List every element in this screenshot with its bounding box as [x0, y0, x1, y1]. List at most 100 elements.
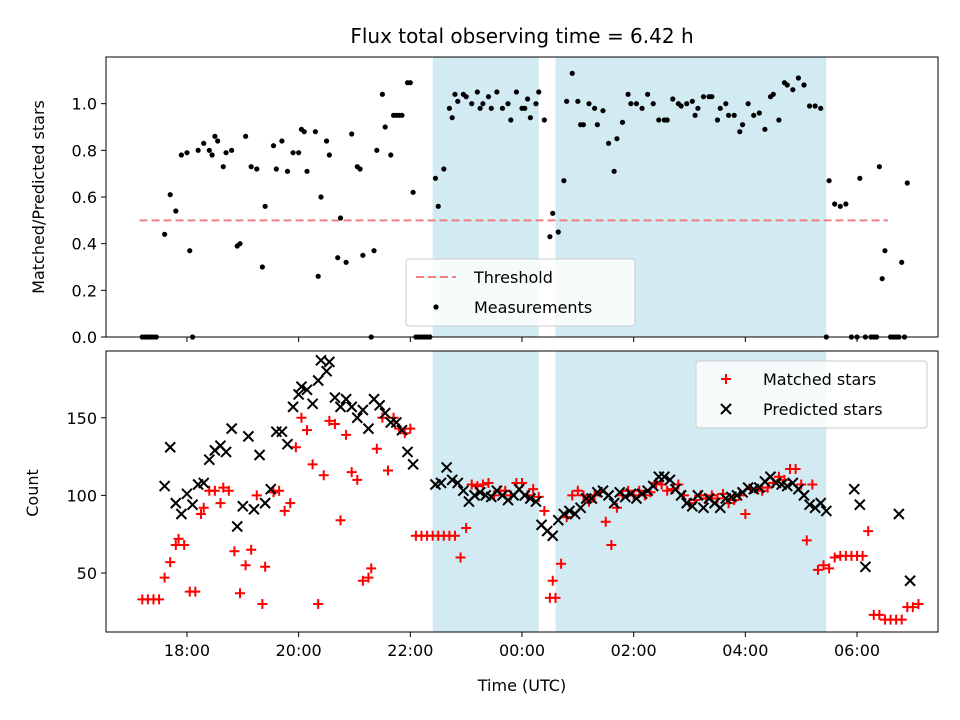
matched-stars-point [863, 526, 874, 537]
measurement-point [756, 110, 762, 116]
predicted-stars-point [248, 503, 260, 516]
predicted-stars-point [681, 497, 693, 509]
matched-stars-point [539, 505, 550, 516]
measurement-point [645, 91, 651, 97]
matched-stars-point [572, 485, 583, 496]
measurement-point [550, 210, 556, 216]
measurement-point [449, 115, 455, 121]
predicted-stars-point [203, 453, 216, 466]
measurement-point [441, 166, 447, 172]
predicted-stars-point [259, 497, 271, 509]
x-tick-label: 04:00 [722, 641, 768, 660]
measurement-point [262, 203, 268, 209]
predicted-stars-point [848, 483, 860, 495]
predicted-stars-point [798, 489, 810, 502]
measurement-point [678, 103, 684, 109]
matched-stars-point [528, 484, 539, 495]
measurement-point [173, 208, 179, 214]
matched-stars-point [740, 509, 751, 520]
matched-stars-point [229, 546, 240, 557]
measurement-point [899, 259, 905, 265]
matched-stars-point [455, 552, 466, 563]
measurement-point [343, 259, 349, 265]
predicted-stars-point [435, 477, 447, 489]
measurement-point [575, 98, 581, 104]
measurement-point [505, 101, 511, 107]
x-tick-label: 02:00 [611, 641, 657, 660]
measurement-point [279, 138, 285, 144]
y-tick-label: 0.2 [72, 281, 97, 300]
axes-frame [105, 56, 939, 338]
matched-stars-point [198, 502, 209, 513]
predicted-stars-point [558, 508, 570, 520]
matched-stars-point [712, 493, 723, 504]
matched-stars-point [324, 415, 335, 426]
predicted-stars-point [281, 438, 294, 450]
measurement-point [374, 147, 380, 153]
measurement-point [806, 103, 813, 109]
predicted-stars-point [158, 480, 171, 492]
measurement-point [586, 101, 592, 107]
predicted-stars-point [237, 500, 249, 512]
predicted-stars-point [781, 480, 793, 492]
measurement-point [776, 117, 782, 123]
matched-stars-point [190, 586, 201, 597]
measurement-point [195, 147, 201, 153]
matched-stars-point [807, 479, 818, 490]
measurement-point [790, 87, 796, 93]
measurement-point [628, 101, 634, 107]
measurement-point [488, 105, 494, 111]
measurement-point [318, 194, 324, 200]
matched-stars-point [907, 602, 918, 613]
predicted-stars-point [446, 474, 458, 486]
measurement-point [826, 178, 832, 184]
matched-stars-point [159, 572, 170, 583]
legend-box [405, 258, 636, 327]
predicted-stars-point [323, 356, 336, 368]
measurement-point [591, 105, 598, 111]
count-legend: Matched stars Predicted stars [695, 360, 928, 429]
predicted-stars-point [170, 497, 182, 509]
measurement-point [614, 136, 620, 142]
measurement-point [469, 101, 475, 107]
matched-stars-point [154, 594, 165, 605]
predicted-stars-point [301, 384, 313, 396]
measurement-point [508, 117, 514, 123]
predicted-stars-point [225, 422, 238, 435]
predicted-stars-point [602, 489, 615, 502]
measurement-point [801, 82, 807, 88]
y-tick-label: 0.8 [72, 141, 97, 160]
predicted-stars-point [468, 489, 481, 502]
measurement-point [633, 101, 640, 107]
measurement-point [726, 112, 732, 118]
predicted-stars-point [440, 461, 453, 474]
measurement-point [700, 94, 707, 100]
predicted-stars-point [312, 374, 324, 387]
predicted-stars-point [407, 458, 419, 471]
measurement-point [399, 112, 405, 118]
measurement-point [223, 150, 229, 156]
measurement-point [739, 122, 746, 128]
matched-stars-point [313, 599, 324, 610]
matched-stars-point [257, 599, 268, 610]
matched-stars-point [274, 485, 285, 496]
predicted-stars-point [164, 441, 176, 453]
matched-stars-point [285, 498, 296, 509]
measurement-point [737, 129, 743, 135]
measurement-point [273, 166, 279, 172]
measurement-point [876, 164, 882, 170]
measurement-point [670, 96, 676, 102]
matched-stars-point [477, 479, 488, 490]
matched-stars-point [829, 552, 840, 563]
matched-stars-point [796, 479, 807, 490]
measurement-point [561, 178, 567, 184]
matched-stars-point [279, 505, 290, 516]
predicted-stars-point [242, 430, 255, 443]
measurement-point [435, 203, 441, 209]
measurement-point [432, 175, 439, 181]
measurement-point [323, 138, 330, 144]
predicted-stars-point [396, 424, 408, 436]
measurement-point [795, 75, 802, 81]
matched-stars-point [790, 463, 801, 474]
